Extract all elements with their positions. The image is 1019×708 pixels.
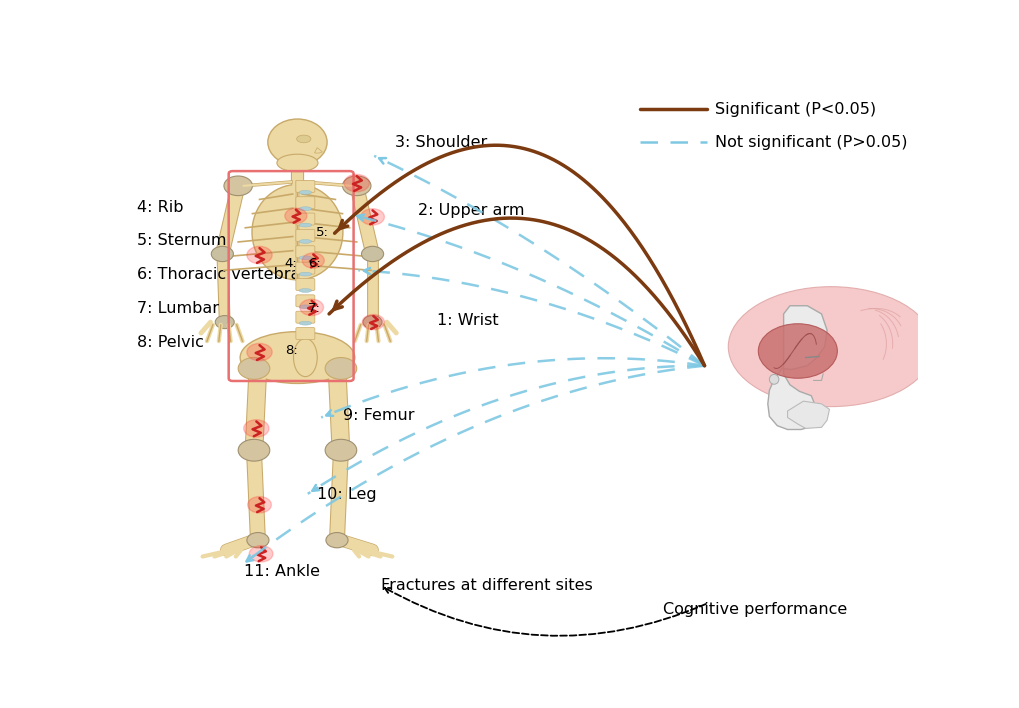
Text: 3: Shoulder: 3: Shoulder	[394, 135, 486, 149]
Ellipse shape	[284, 208, 307, 224]
FancyBboxPatch shape	[296, 181, 315, 193]
Text: 5: Sternum: 5: Sternum	[137, 233, 226, 248]
Text: 4:: 4:	[283, 257, 297, 270]
Ellipse shape	[299, 289, 312, 292]
Text: Cognitive performance: Cognitive performance	[662, 602, 846, 617]
Text: 1: Wrist: 1: Wrist	[437, 313, 498, 328]
Circle shape	[363, 316, 382, 329]
Polygon shape	[787, 401, 828, 428]
Ellipse shape	[728, 287, 933, 406]
Circle shape	[325, 358, 357, 379]
Circle shape	[247, 532, 269, 548]
FancyBboxPatch shape	[296, 295, 315, 307]
Ellipse shape	[276, 154, 318, 171]
Ellipse shape	[299, 321, 312, 325]
Text: 11: Ankle: 11: Ankle	[245, 564, 320, 578]
Ellipse shape	[244, 420, 269, 437]
Circle shape	[215, 316, 234, 329]
FancyBboxPatch shape	[296, 278, 315, 290]
Circle shape	[224, 176, 252, 195]
Ellipse shape	[299, 256, 312, 260]
Wedge shape	[314, 148, 322, 153]
Ellipse shape	[768, 375, 779, 384]
Ellipse shape	[757, 324, 837, 378]
Ellipse shape	[302, 253, 324, 268]
FancyBboxPatch shape	[296, 229, 315, 241]
Ellipse shape	[299, 305, 312, 309]
Text: Not significant (P>0.05): Not significant (P>0.05)	[714, 135, 907, 149]
FancyBboxPatch shape	[296, 262, 315, 274]
Ellipse shape	[268, 119, 327, 166]
FancyBboxPatch shape	[296, 328, 315, 340]
Ellipse shape	[300, 299, 323, 316]
Ellipse shape	[293, 338, 317, 377]
Ellipse shape	[299, 207, 312, 210]
FancyBboxPatch shape	[296, 312, 315, 323]
Text: 6: Thoracic vertebra: 6: Thoracic vertebra	[137, 267, 300, 282]
Polygon shape	[767, 306, 826, 430]
FancyBboxPatch shape	[296, 197, 315, 209]
Circle shape	[326, 532, 347, 548]
Ellipse shape	[299, 190, 312, 194]
Ellipse shape	[247, 343, 272, 361]
Ellipse shape	[299, 272, 312, 276]
Circle shape	[238, 358, 269, 379]
Ellipse shape	[299, 223, 312, 227]
Ellipse shape	[249, 546, 273, 562]
Text: 6:: 6:	[308, 257, 320, 270]
Text: Significant (P<0.05): Significant (P<0.05)	[714, 102, 875, 117]
Text: 9: Femur: 9: Femur	[342, 408, 414, 423]
Ellipse shape	[299, 239, 312, 244]
Text: 8:: 8:	[285, 345, 299, 358]
FancyBboxPatch shape	[296, 213, 315, 225]
Text: Fractures at different sites: Fractures at different sites	[381, 578, 592, 593]
Ellipse shape	[247, 246, 272, 264]
Text: 2: Upper arm: 2: Upper arm	[418, 203, 525, 218]
Ellipse shape	[362, 314, 384, 330]
Circle shape	[211, 246, 233, 261]
Ellipse shape	[361, 209, 384, 225]
Ellipse shape	[239, 331, 355, 384]
Circle shape	[238, 439, 269, 461]
Text: 7: Lumbar: 7: Lumbar	[137, 301, 219, 316]
Text: 8: Pelvic: 8: Pelvic	[137, 335, 204, 350]
Text: 10: Leg: 10: Leg	[317, 487, 376, 503]
Ellipse shape	[343, 174, 369, 192]
Text: 4: Rib: 4: Rib	[137, 200, 183, 215]
Ellipse shape	[252, 185, 342, 280]
Text: 7:: 7:	[308, 302, 320, 315]
Circle shape	[325, 439, 357, 461]
Circle shape	[361, 246, 383, 261]
Ellipse shape	[248, 496, 271, 513]
FancyBboxPatch shape	[296, 246, 315, 258]
Text: 5:: 5:	[315, 226, 328, 239]
Circle shape	[342, 176, 371, 195]
Ellipse shape	[297, 135, 311, 143]
